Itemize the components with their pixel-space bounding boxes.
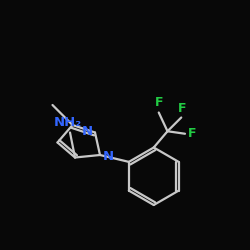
Text: F: F: [154, 96, 163, 110]
Text: F: F: [178, 102, 187, 114]
Text: F: F: [188, 127, 196, 140]
Text: N: N: [102, 150, 114, 163]
Text: NH₂: NH₂: [54, 116, 82, 129]
Text: N: N: [82, 125, 92, 138]
